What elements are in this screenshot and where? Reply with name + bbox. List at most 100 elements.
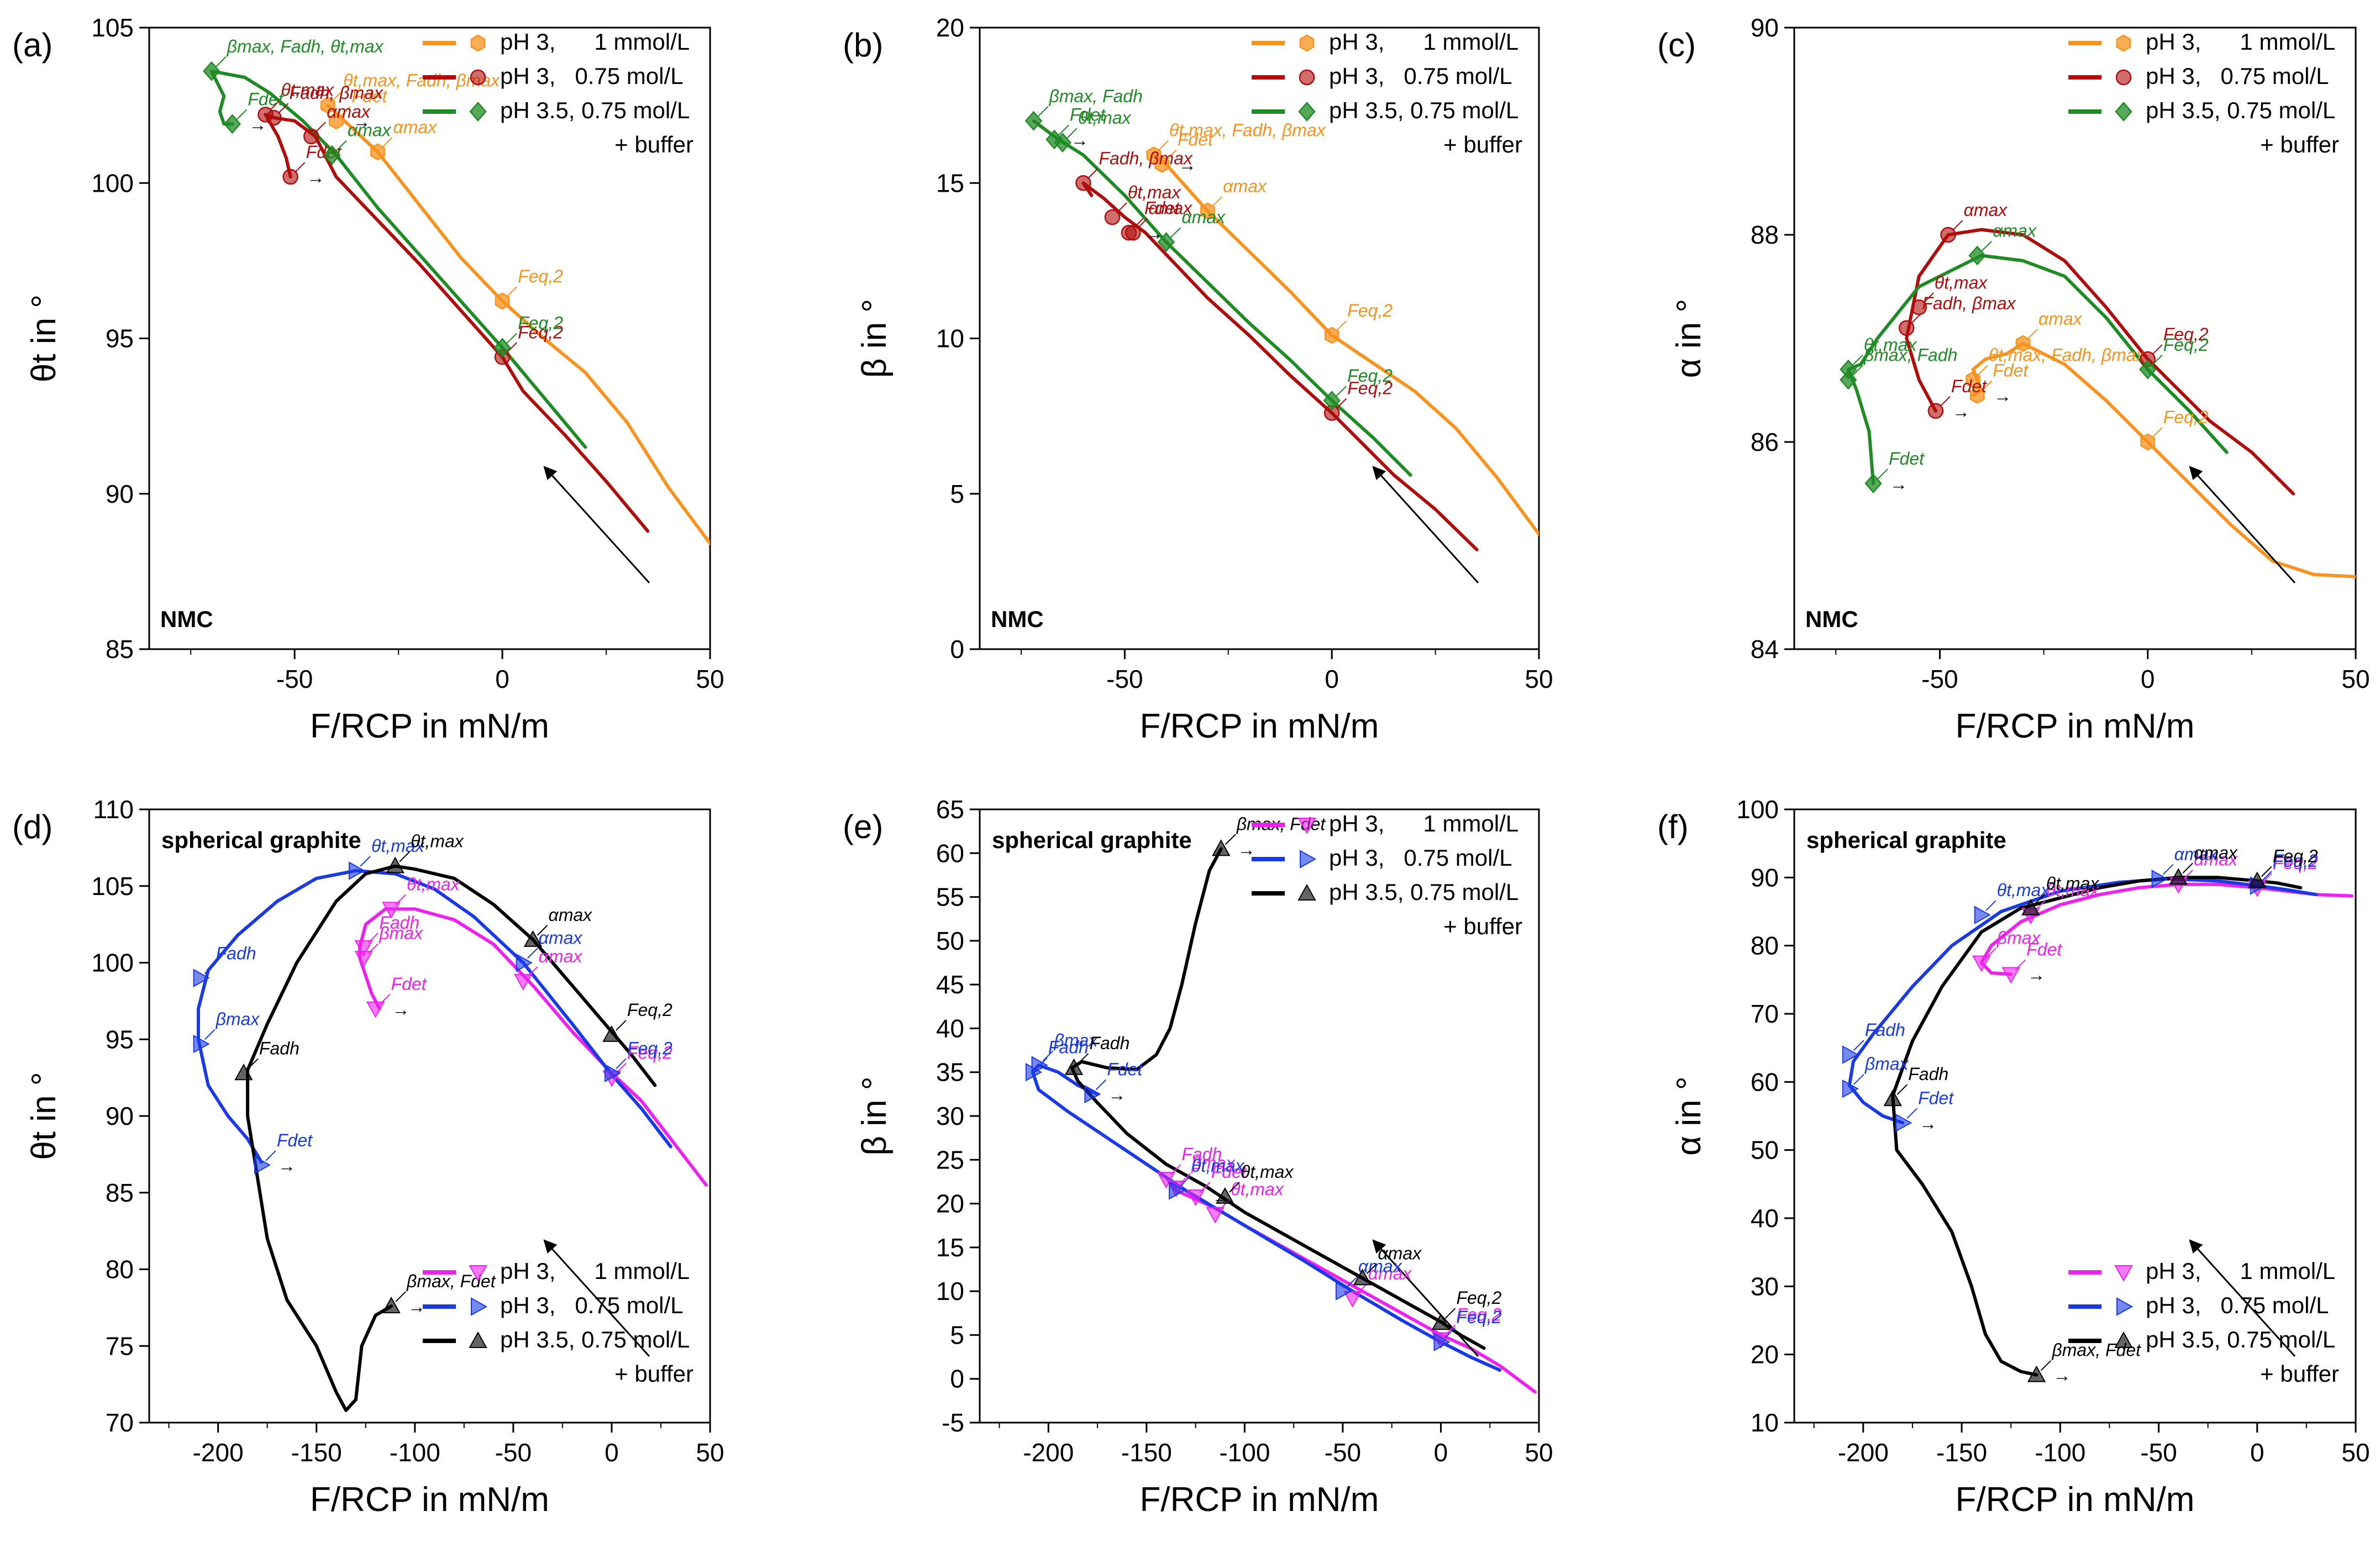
data-label: αmax — [1368, 1264, 1412, 1283]
y-tick-label: 10 — [936, 324, 964, 353]
x-tick-label: 0 — [1325, 665, 1339, 693]
x-tick-label: -150 — [1936, 1438, 1987, 1467]
direction-arrow — [2189, 1239, 2296, 1357]
x-tick-label: 50 — [1525, 1438, 1553, 1467]
data-marker — [354, 940, 373, 957]
panel-label: (f) — [1657, 808, 1689, 845]
annotation-leader — [236, 109, 248, 120]
legend-label: + buffer — [2260, 131, 2339, 157]
annotation-leader — [616, 1020, 627, 1031]
data-label: Fadh, βmax — [1922, 293, 2016, 313]
annotation-leader — [1095, 1079, 1107, 1091]
legend-label: + buffer — [2260, 1361, 2339, 1387]
legend: pH 3, 1 mmol/L pH 3, 0.75 mol/L pH 3.5, 0.… — [423, 1258, 693, 1387]
data-label: Fadh — [1908, 1064, 1948, 1084]
data-marker — [2139, 359, 2157, 380]
data-marker-group: αmax — [1353, 1243, 1422, 1286]
data-label: Fdet — [1951, 376, 1987, 396]
legend-marker — [469, 1331, 487, 1348]
legend-label: pH 3, 1 mmol/L — [500, 29, 690, 55]
legend: pH 3, 1 mmol/L pH 3, 0.75 mol/L pH 3.5, 0.… — [1252, 810, 1522, 939]
data-label: Feq,2 — [518, 266, 563, 286]
legend-marker — [2115, 102, 2132, 122]
data-marker-group: Feq,2 — [604, 1038, 673, 1082]
data-marker-group: Fdet → — [1045, 105, 1106, 150]
annotation-leader — [340, 106, 351, 117]
detachment-arrow: → — [408, 1297, 425, 1317]
detachment-arrow: → — [1919, 1113, 1937, 1133]
y-tick-label: 90 — [1751, 13, 1779, 42]
annotation-leader — [1158, 140, 1169, 151]
data-marker — [382, 1297, 401, 1314]
x-tick-label: -100 — [390, 1438, 440, 1467]
detachment-arrow: → — [2027, 965, 2045, 985]
legend: pH 3, 1 mmol/L pH 3, 0.75 mol/L pH 3.5, 0.… — [2068, 1258, 2339, 1387]
y-axis-label: β in ° — [855, 1076, 894, 1155]
direction-arrow — [1372, 1239, 1479, 1357]
series-group — [1846, 228, 2356, 578]
detachment-arrow: → — [1108, 1085, 1126, 1104]
y-tick-label: 55 — [936, 883, 964, 912]
annotation-leader — [1853, 1073, 1864, 1085]
data-marker — [1864, 473, 1882, 493]
series-line-2 — [1032, 119, 1412, 477]
data-marker — [1157, 232, 1175, 252]
data-label: θt,max, Fadh, βmax — [1169, 120, 1326, 140]
data-marker — [493, 338, 511, 358]
y-tick-label: 50 — [1751, 1136, 1779, 1165]
data-label: Fdet — [1178, 130, 1213, 150]
x-tick-label: 0 — [2141, 665, 2155, 693]
annotation-leader — [360, 856, 371, 867]
x-tick-label: -50 — [2140, 1438, 2177, 1467]
legend-marker — [1297, 818, 1316, 835]
data-label: Fdet — [1993, 361, 2029, 381]
legend-label: pH 3.5, 0.75 mol/L — [2146, 1326, 2335, 1352]
data-marker-group: αmax — [516, 928, 582, 972]
data-marker — [1064, 1058, 1084, 1075]
annotation-leader — [367, 933, 379, 944]
annotation-leader — [2015, 959, 2026, 971]
x-tick-label: 0 — [2250, 1438, 2265, 1467]
annotation-leader — [1347, 1276, 1358, 1287]
data-label: βmax — [379, 923, 423, 943]
data-marker-group: βmax, Fadh — [1024, 86, 1143, 131]
data-marker-group: αmax — [323, 120, 392, 165]
data-label: Feq,2 — [1456, 1288, 1501, 1308]
data-marker-group: αmax — [2169, 843, 2238, 885]
x-tick-label: -50 — [495, 1438, 532, 1467]
data-marker — [1335, 1282, 1352, 1301]
y-tick-label: 5 — [950, 1320, 964, 1349]
data-marker — [193, 1034, 210, 1054]
x-tick-label: -100 — [2035, 1438, 2085, 1467]
series-line-1 — [197, 869, 673, 1164]
panel-label: (a) — [12, 27, 52, 64]
data-marker — [1895, 1113, 1913, 1133]
direction-arrow — [1372, 466, 1479, 584]
annotation-leader — [1078, 1053, 1089, 1064]
legend-marker — [469, 102, 487, 122]
detachment-arrow: → — [1179, 155, 1196, 175]
y-tick-label: 20 — [936, 13, 964, 42]
annotation-leader — [2027, 329, 2038, 340]
detachment-arrow: → — [1890, 474, 1908, 494]
data-marker-group: αmax — [370, 117, 437, 161]
annotation-leader — [1199, 1182, 1211, 1193]
x-tick-label: 50 — [1525, 665, 1553, 693]
data-label: βmax, Fadh, θt,max — [227, 36, 384, 56]
sample-label: spherical graphite — [1806, 827, 2006, 853]
x-tick-label: 50 — [2341, 1438, 2370, 1467]
annotation-leader — [1444, 1327, 1456, 1338]
data-label: θt,max, Fadh, βmax — [1989, 345, 2146, 365]
annotation-leader — [527, 966, 538, 977]
data-label: θt,max — [407, 874, 460, 894]
data-marker — [223, 114, 241, 134]
y-tick-label: 40 — [1751, 1204, 1779, 1233]
direction-arrow — [2189, 466, 2296, 584]
legend-label: pH 3, 1 mmol/L — [2146, 29, 2335, 55]
data-marker-group: αmax — [1125, 198, 1192, 241]
x-axis-label: F/RCP in mN/m — [1956, 707, 2195, 745]
data-label: βmax — [1997, 928, 2041, 948]
data-label: αmax — [1993, 221, 2037, 241]
annotation-leader — [506, 342, 517, 353]
annotation-leader — [1366, 1263, 1378, 1275]
